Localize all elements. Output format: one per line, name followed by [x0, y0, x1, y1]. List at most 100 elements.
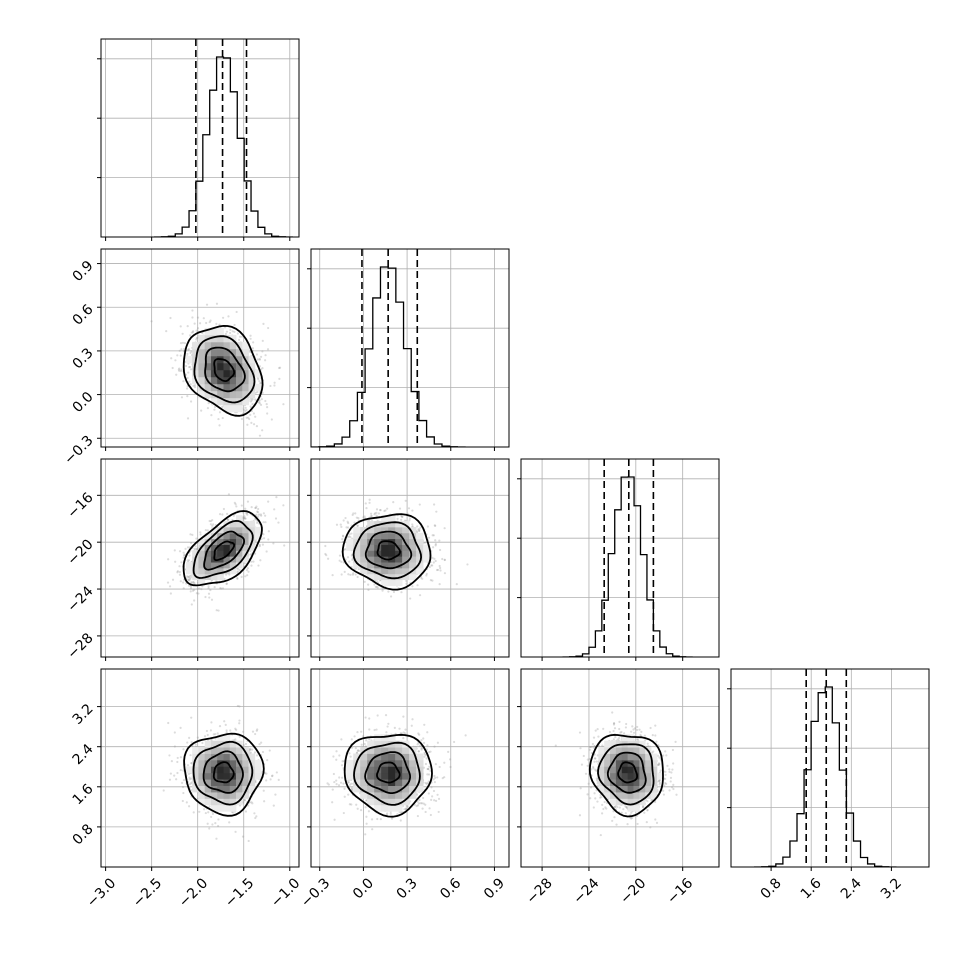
- scatter-point: [213, 586, 216, 589]
- scatter-point: [264, 359, 267, 362]
- density-cell: [236, 538, 243, 545]
- scatter-point: [198, 322, 202, 325]
- scatter-point: [424, 541, 427, 544]
- density-cell: [223, 341, 231, 350]
- scatter-point: [251, 347, 254, 350]
- scatter-point: [205, 303, 209, 306]
- scatter-point: [249, 350, 252, 354]
- density-cell: [416, 556, 424, 563]
- density-cell: [229, 562, 237, 569]
- density-cell: [229, 397, 237, 406]
- density-cell: [242, 544, 249, 551]
- scatter-point: [221, 405, 224, 409]
- density-cell: [204, 383, 212, 392]
- scatter-point: [211, 519, 214, 522]
- density-cell: [198, 579, 206, 586]
- scatter-point: [238, 719, 241, 722]
- scatter-point: [220, 587, 223, 590]
- density-cell: [242, 362, 249, 371]
- scatter-point: [266, 348, 270, 351]
- density-cell: [217, 376, 224, 385]
- density-cell: [236, 556, 243, 563]
- scatter-point: [255, 353, 259, 356]
- contour-1: [204, 346, 246, 393]
- scatter-point: [258, 543, 261, 546]
- scatter-point: [431, 556, 434, 559]
- scatter-point: [438, 583, 441, 586]
- scatter-point: [379, 509, 382, 512]
- scatter-point: [369, 512, 373, 515]
- scatter-point: [226, 518, 230, 522]
- density-cell: [374, 567, 382, 575]
- scatter-point: [240, 575, 243, 578]
- scatter-point: [188, 365, 192, 369]
- scatter-point: [217, 824, 220, 828]
- density-cell: [236, 369, 243, 378]
- scatter-panel-2-1: [307, 458, 510, 661]
- density-cell: [204, 538, 212, 545]
- scatter-point: [236, 571, 239, 574]
- density-cell: [248, 526, 256, 534]
- scatter-point: [256, 511, 260, 514]
- scatter-point: [217, 818, 220, 821]
- density-cell: [204, 327, 212, 336]
- scatter-point: [266, 412, 269, 415]
- scatter-point: [189, 541, 193, 545]
- scatter-point: [384, 509, 387, 512]
- scatter-point: [373, 513, 376, 516]
- density-cell: [192, 562, 199, 569]
- scatter-point: [242, 408, 245, 411]
- scatter-point: [217, 609, 220, 612]
- scatter-point: [246, 574, 249, 577]
- scatter-point: [376, 580, 379, 583]
- scatter-point: [189, 590, 192, 593]
- scatter-point: [170, 357, 173, 360]
- density-cell: [236, 404, 243, 413]
- scatter-point: [411, 509, 414, 512]
- scatter-point: [368, 498, 371, 501]
- density-cell: [416, 544, 424, 551]
- scatter-point: [258, 545, 261, 548]
- scatter-point: [195, 338, 198, 341]
- scatter-point: [258, 357, 261, 361]
- density-cell: [204, 390, 212, 399]
- scatter-point: [175, 373, 178, 376]
- scatter-point: [186, 376, 189, 380]
- density-cell: [217, 327, 224, 336]
- density-cell: [367, 532, 375, 540]
- scatter-point: [176, 571, 179, 574]
- density-cell: [395, 532, 403, 540]
- scatter-point: [195, 329, 198, 332]
- scatter-point: [258, 380, 261, 383]
- density-cell: [248, 376, 256, 385]
- scatter-point: [273, 508, 276, 511]
- scatter-point: [218, 513, 222, 516]
- scatter-point: [178, 367, 181, 370]
- scatter-point: [341, 535, 345, 538]
- scatter-point: [435, 568, 439, 572]
- scatter-point: [381, 589, 384, 592]
- scatter-point: [249, 400, 252, 403]
- scatter-point: [255, 505, 258, 508]
- scatter-point: [256, 358, 259, 361]
- scatter-point: [165, 330, 168, 333]
- scatter-point: [437, 568, 440, 572]
- y-tick-label: 0.0: [70, 389, 97, 416]
- density-cell: [242, 341, 249, 350]
- scatter-point: [374, 512, 377, 515]
- scatter-point: [347, 521, 350, 525]
- density-cell: [223, 383, 231, 392]
- scatter-point: [339, 523, 342, 526]
- density-cell: [409, 526, 417, 534]
- scatter-point: [278, 366, 281, 370]
- scatter-point: [243, 515, 246, 518]
- scatter-point: [178, 573, 182, 576]
- scatter-point: [261, 543, 264, 546]
- scatter-point: [245, 512, 248, 515]
- density-cell: [217, 567, 224, 575]
- scatter-point: [179, 342, 183, 345]
- density-cell: [229, 376, 237, 385]
- density-cell: [242, 532, 249, 540]
- density-cell: [395, 538, 403, 545]
- scatter-point: [254, 518, 257, 521]
